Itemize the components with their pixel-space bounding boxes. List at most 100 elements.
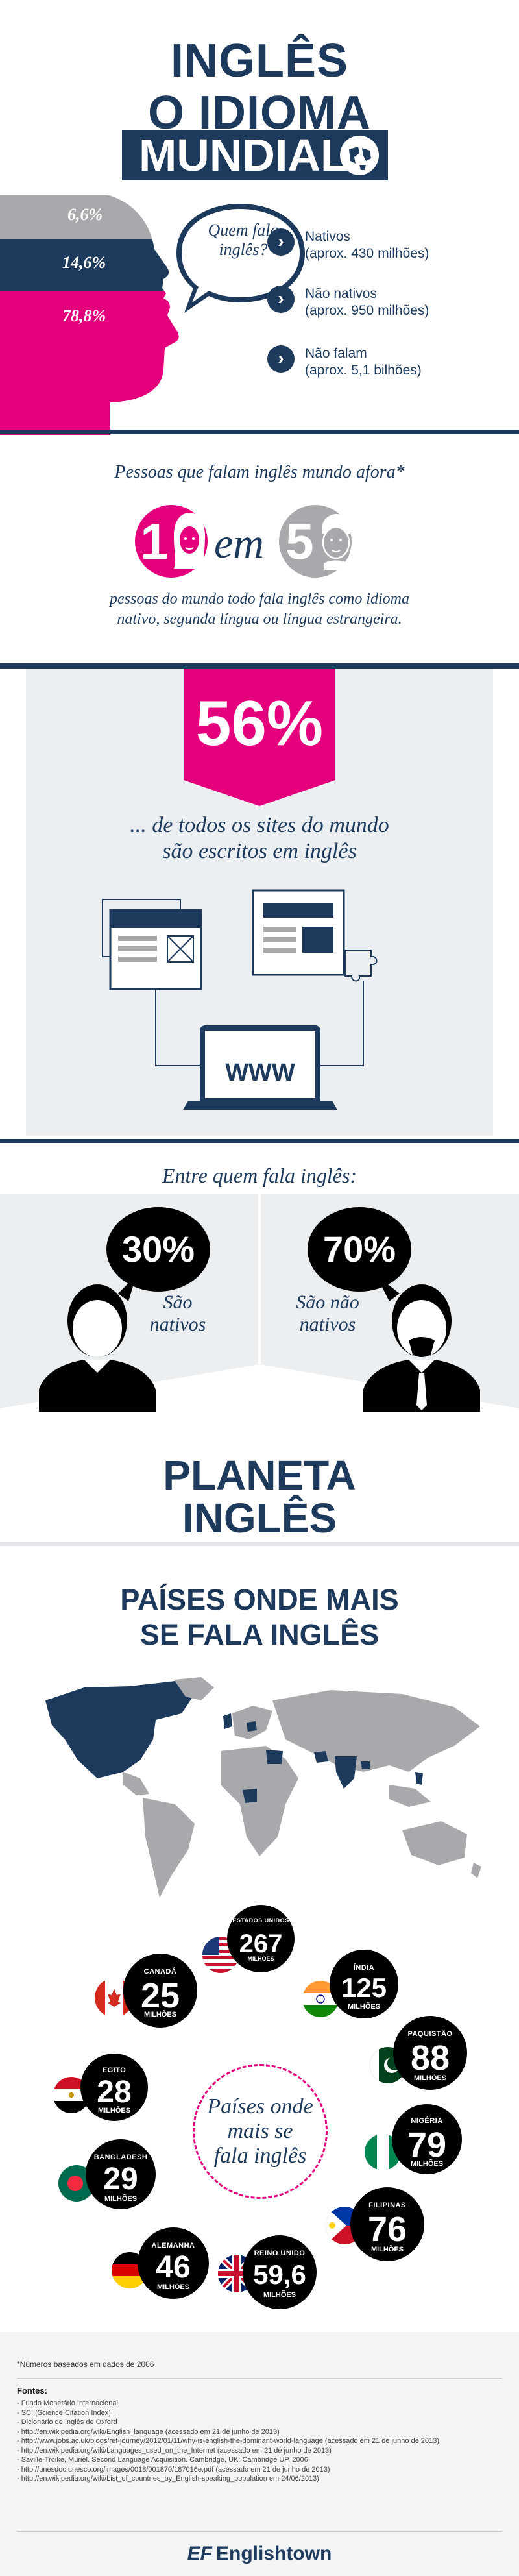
- nonnatives-label-2: nativos: [299, 1314, 356, 1335]
- country-value: 46: [156, 2250, 191, 2285]
- country-name: PAQUISTÃO: [407, 2030, 453, 2038]
- divider: [0, 430, 519, 434]
- legend-native-detail: (aprox. 430 milhões): [305, 246, 429, 261]
- divider: [0, 1542, 519, 1546]
- sites-line-1: ... de todos os sites do mundo: [130, 813, 389, 837]
- bubble-question: Quem fala inglês?: [182, 221, 305, 260]
- country-unit: MILHÕES: [410, 2160, 444, 2168]
- title-line-1: INGLÊS: [170, 35, 349, 87]
- legend-nonnative-label: Não nativos: [305, 286, 377, 301]
- pct-banner: [184, 669, 335, 806]
- title-line-3-text: MUNDIAL: [139, 130, 348, 180]
- country-value: 28: [97, 2075, 132, 2109]
- country-value: 125: [341, 1972, 387, 2003]
- country-name: EGITO: [102, 2067, 127, 2074]
- pct-native: 6,6%: [67, 205, 103, 224]
- brand-name: Englishtown: [216, 2543, 332, 2564]
- country-pakistan: PAQUISTÃO 88 MILHÕES: [393, 2016, 467, 2090]
- em-word: em: [214, 520, 264, 567]
- country-name: ESTADOS UNIDOS: [232, 1917, 289, 1924]
- source-item: - http://en.wikipedia.org/wiki/English_l…: [17, 2427, 280, 2436]
- country-name: BANGLADESH: [93, 2153, 148, 2161]
- country-india: ÍNDIA 125 MILHÕES: [330, 1950, 398, 2018]
- country-bangladesh: BANGLADESH 29 MILHÕES: [86, 2139, 156, 2209]
- country-unit: MILHÕES: [347, 2003, 381, 2011]
- country-value: 79: [407, 2126, 447, 2165]
- country-usa: ESTADOS UNIDOS 267 MILHÕES: [227, 1905, 295, 1972]
- five-number: 5: [285, 513, 314, 570]
- ratio-desc-1: pessoas do mundo todo fala inglês como i…: [110, 591, 409, 607]
- country-name: FILIPINAS: [368, 2202, 406, 2209]
- legend-native-label: Nativos: [305, 229, 351, 244]
- country-canada: CANADÁ 25 MILHÕES: [123, 1954, 197, 2028]
- pct-nonnative: 14,6%: [62, 253, 106, 272]
- planeta-line-2: INGLÊS: [182, 1495, 337, 1541]
- arrow-icon: ›: [267, 286, 295, 313]
- brand-ef: EF: [187, 2543, 212, 2564]
- nonnatives-pct: 70%: [308, 1207, 411, 1292]
- legend-native: › Nativos (aprox. 430 milhões): [267, 228, 500, 262]
- country-egypt: EGITO 28 MILHÕES: [80, 2054, 148, 2121]
- sources-list: - Fundo Monetário Internacional - SCI (S…: [17, 2399, 510, 2484]
- countries-title-2: SE FALA INGLÊS: [139, 1618, 380, 1651]
- pct-nonspeakers: 78,8%: [62, 306, 106, 325]
- country-value: 88: [410, 2039, 450, 2078]
- legend-nonnative-detail: (aprox. 950 milhões): [305, 303, 429, 318]
- planeta-title: PLANETA INGLÊS: [0, 1454, 519, 1539]
- title-line-2: O IDIOMA: [148, 87, 371, 139]
- country-unit: MILHÕES: [263, 2291, 296, 2299]
- www-label: WWW: [225, 1059, 295, 1086]
- natives-label-2: nativos: [149, 1314, 206, 1335]
- center-line-1: Países onde: [207, 2094, 313, 2118]
- brand-logo: EF Englishtown: [0, 2543, 519, 2565]
- country-germany: ALEMANHA 46 MILHÕES: [138, 2227, 209, 2299]
- country-unit: MILHÕES: [413, 2074, 447, 2082]
- sites-line-2: são escritos em inglês: [162, 839, 357, 863]
- country-philippines: FILIPINAS 76 MILHÕES: [350, 2187, 424, 2261]
- country-value: 267: [239, 1930, 283, 1958]
- bubble-question-text: Quem fala inglês?: [208, 221, 279, 259]
- country-name: ALEMANHA: [151, 2242, 195, 2250]
- country-name: ÍNDIA: [353, 1964, 375, 1972]
- country-uk: REINO UNIDO 59,6 MILHÕES: [243, 2235, 317, 2309]
- websites-illustration: [102, 889, 378, 1110]
- nonnative-person-icon: [363, 1275, 480, 1412]
- planeta-line-1: PLANETA: [163, 1452, 356, 1499]
- country-unit: MILHÕES: [370, 2246, 404, 2253]
- ratio-title: Pessoas que falam inglês mundo afora*: [114, 462, 405, 482]
- country-unit: MILHÕES: [156, 2283, 190, 2291]
- source-item: - http://unesdoc.unesco.org/images/0018/…: [17, 2465, 330, 2473]
- legend-nonspeakers: › Não falam (aprox. 5,1 bilhões): [267, 345, 500, 379]
- country-name: REINO UNIDO: [254, 2250, 306, 2257]
- natives-pct: 30%: [106, 1207, 210, 1292]
- one-number: 1: [140, 513, 169, 570]
- split-title: Entre quem fala inglês:: [162, 1164, 357, 1187]
- globe-icon: [340, 136, 379, 175]
- country-name: NIGÉRIA: [411, 2117, 443, 2125]
- footnote: *Números baseados em dados de 2006: [17, 2360, 154, 2369]
- source-item: - Fundo Monetário Internacional: [17, 2399, 118, 2407]
- country-unit: MILHÕES: [143, 2011, 177, 2018]
- sources-title: Fontes:: [17, 2386, 47, 2396]
- country-value: 29: [103, 2162, 138, 2196]
- native-person-icon: [39, 1275, 156, 1412]
- arrow-icon: ›: [267, 228, 295, 256]
- legend-nonspeakers-label: Não falam: [305, 346, 367, 361]
- source-item: - SCI (Science Citation Index): [17, 2409, 111, 2417]
- usa-flag-icon: [202, 1937, 239, 1973]
- center-line-3: fala inglês: [213, 2144, 307, 2168]
- title-line-3: MUNDIAL: [122, 130, 388, 180]
- country-value: 76: [367, 2210, 407, 2249]
- footer: [0, 2332, 519, 2576]
- world-map: [45, 1677, 481, 1898]
- country-value: 59,6: [253, 2259, 306, 2290]
- ratio-desc-2: nativo, segunda língua ou língua estrang…: [117, 611, 402, 628]
- source-item: - http://www.jobs.ac.uk/blogs/ref-journe…: [17, 2437, 439, 2445]
- source-item: - http://en.wikipedia.org/wiki/Languages…: [17, 2446, 332, 2455]
- countries-title-1: PAÍSES ONDE MAIS: [120, 1583, 399, 1616]
- country-unit: MILHÕES: [247, 1956, 274, 1962]
- woman-face-icon: [174, 513, 206, 569]
- divider: [0, 663, 519, 669]
- sites-pct: 56%: [195, 687, 324, 759]
- nonnatives-label-1: São não: [296, 1292, 359, 1313]
